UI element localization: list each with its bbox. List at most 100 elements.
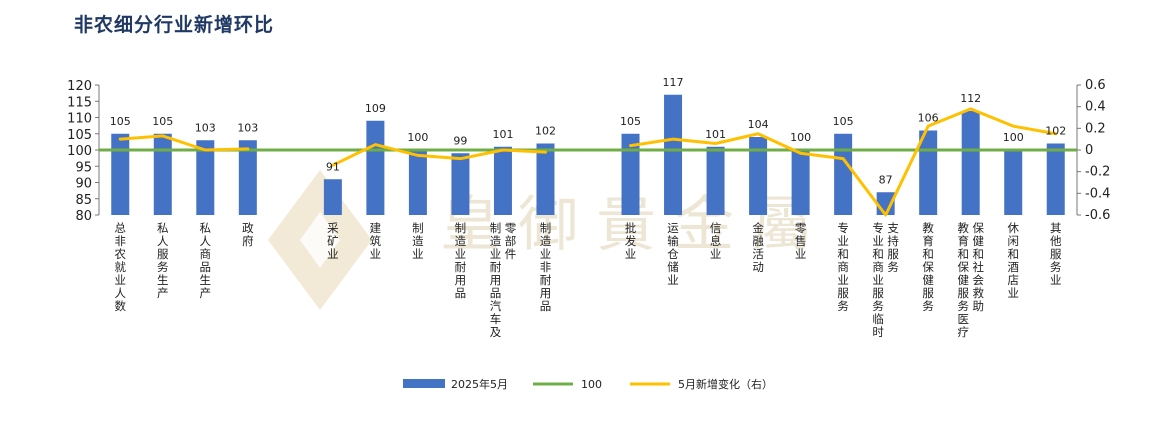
category-char: 务	[887, 260, 899, 274]
category-char: 救	[972, 286, 984, 300]
category-char: 府	[242, 234, 254, 248]
category-char: 临	[872, 312, 884, 326]
bar	[791, 150, 810, 215]
data-label: 101	[492, 128, 513, 141]
data-label: 102	[535, 125, 556, 138]
category-char: 服	[157, 247, 169, 261]
category-char: 业	[625, 247, 637, 261]
category-char: 教	[922, 221, 934, 235]
category-char: 健	[972, 234, 984, 248]
bar	[834, 133, 853, 215]
data-label: 105	[620, 115, 641, 128]
category-char: 融	[752, 234, 764, 248]
category-char: 商	[200, 247, 212, 261]
bar	[493, 146, 512, 215]
category-char: 业	[1007, 286, 1019, 300]
category-char: 保	[957, 260, 969, 274]
category-char: 造	[540, 234, 552, 248]
category-char: 业	[540, 247, 552, 261]
category-char: 造	[412, 234, 424, 248]
y-left-tick-label: 120	[67, 79, 92, 94]
data-label: 102	[1045, 125, 1066, 138]
data-label: 109	[365, 102, 386, 115]
category-char: 业	[455, 247, 467, 261]
bar-series	[111, 94, 1065, 215]
category-char: 服	[872, 286, 884, 300]
category-char: 和	[837, 247, 849, 261]
category-char: 生	[157, 273, 169, 287]
axes: 80859095100105110115120-0.6-0.4-0.200.20…	[67, 78, 1110, 224]
category-char: 健	[922, 273, 934, 287]
category-char: 育	[957, 234, 969, 248]
category-char: 采	[327, 221, 339, 235]
category-char: 建	[370, 221, 382, 235]
category-char: 矿	[327, 234, 339, 248]
category-char: 非	[540, 260, 552, 274]
y-right-tick-label: 0.4	[1085, 100, 1106, 115]
y-right-tick-label: 0.6	[1085, 78, 1106, 93]
data-label: 105	[110, 115, 131, 128]
category-char: 健	[957, 273, 969, 287]
category-char: 私	[200, 221, 212, 235]
category-char: 务	[1050, 260, 1062, 274]
watermark-logo-inner	[300, 212, 340, 268]
category-label: 采矿业	[327, 221, 339, 261]
category-char: 闲	[1007, 234, 1019, 248]
category-char: 业	[115, 273, 127, 287]
category-char: 务	[922, 299, 934, 313]
category-char: 和	[957, 247, 969, 261]
category-char: 部	[505, 234, 517, 248]
category-char: 仓	[667, 247, 679, 261]
category-char: 教	[957, 221, 969, 235]
category-char: 疗	[957, 325, 969, 339]
bar	[1046, 143, 1065, 215]
category-char: 产	[157, 286, 169, 300]
category-char: 及	[490, 325, 502, 339]
category-labels: 总非农就业人数私人服务生产私人商品生产政府采矿业建筑业制造业制造业耐用品制造业耐…	[115, 221, 1062, 339]
bar	[451, 153, 470, 215]
category-char: 储	[667, 260, 679, 274]
data-label: 99	[453, 134, 467, 147]
category-char: 息	[710, 234, 722, 248]
y-left-tick-label: 110	[67, 112, 92, 127]
bar	[196, 140, 215, 215]
category-char: 专	[872, 221, 884, 235]
data-label: 100	[407, 131, 428, 144]
category-char: 耐	[540, 273, 552, 287]
category-char: 动	[752, 260, 764, 274]
data-label: 87	[879, 173, 893, 186]
category-label: 批发业	[625, 221, 637, 261]
category-char: 政	[242, 221, 254, 235]
category-char: 专	[837, 221, 849, 235]
bar	[323, 179, 342, 215]
category-char: 和	[972, 247, 984, 261]
y-left-tick-label: 90	[75, 177, 92, 192]
data-label: 103	[237, 121, 258, 134]
category-char: 售	[795, 234, 807, 248]
category-char: 人	[157, 234, 169, 248]
category-label: 建筑业	[370, 221, 382, 261]
category-char: 造	[490, 234, 502, 248]
category-char: 务	[957, 299, 969, 313]
bar	[1004, 150, 1023, 215]
bar	[961, 111, 980, 215]
category-char: 造	[455, 234, 467, 248]
category-char: 业	[710, 247, 722, 261]
category-char: 业	[795, 247, 807, 261]
category-char: 服	[887, 247, 899, 261]
category-char: 保	[972, 221, 984, 235]
category-char: 业	[872, 234, 884, 248]
category-char: 会	[972, 273, 984, 287]
category-char: 务	[157, 260, 169, 274]
category-char: 总	[115, 221, 127, 235]
legend-label: 100	[581, 378, 602, 391]
category-char: 用	[540, 286, 552, 300]
bar	[408, 150, 427, 215]
